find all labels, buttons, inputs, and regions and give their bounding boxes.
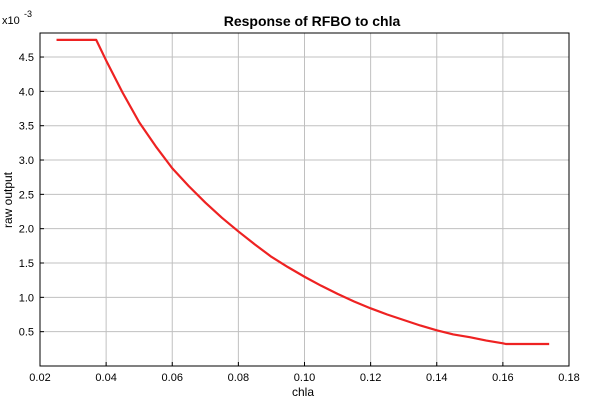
y-tick-label: 2.5 [19,189,34,201]
x-tick-label: 0.02 [29,372,50,384]
x-tick-label: 0.06 [162,372,183,384]
y-tick-label: 4.5 [19,52,34,64]
x-tick-label: 0.14 [426,372,447,384]
y-tick-label: 0.5 [19,327,34,339]
x-tick-label: 0.08 [228,372,249,384]
y-tick-label: 3.0 [19,155,34,167]
x-tick-label: 0.18 [558,372,579,384]
x-tick-label: 0.04 [95,372,116,384]
series-layer [56,38,550,346]
x-axis-ticks: 0.02 0.04 0.06 0.08 0.10 0.12 0.14 0.16 0.18 [29,362,580,384]
y-tick-label: 4.0 [19,86,34,98]
y-axis-ticks: 0.5 1.0 1.5 2.0 2.5 3.0 3.5 4.0 4.5 [19,52,44,339]
y-tick-label: 3.5 [19,121,34,133]
chart-title: Response of RFBO to chla [224,13,401,29]
series-line [56,38,550,346]
y-tick-label: 1.0 [19,292,34,304]
x-axis-label: chla [292,385,314,399]
x-tick-label: 0.10 [294,372,315,384]
x-tick-label: 0.12 [360,372,381,384]
y-tick-label: 2.0 [19,224,34,236]
exponent-label: x10 -3 [2,9,32,27]
y-axis-label: raw output [1,171,15,228]
exponent-power: -3 [24,9,32,19]
x-tick-label: 0.16 [492,372,513,384]
y-tick-label: 1.5 [19,258,34,270]
exponent-base: x10 [2,15,20,27]
grid-lines [40,33,569,366]
